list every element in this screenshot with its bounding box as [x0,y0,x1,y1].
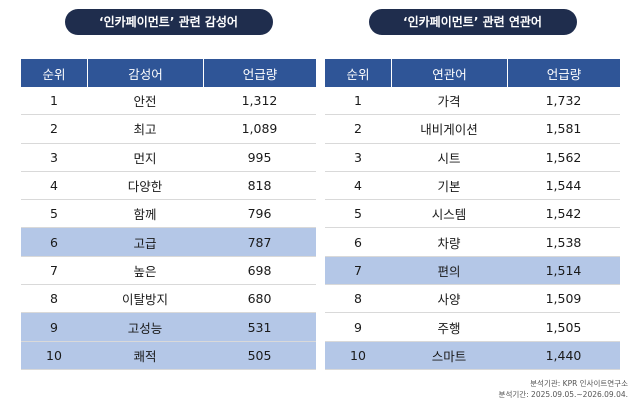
count-cell: 1,514 [507,256,620,286]
word-cell: 시스템 [391,200,507,229]
word-cell: 다양한 [87,172,203,201]
header-word: 감성어 [87,59,203,87]
source-agency: 분석기관: KPR 인사이트연구소 [530,379,628,388]
count-cell: 1,089 [203,115,316,144]
word-cell: 쾌적 [87,341,203,370]
header-word: 연관어 [391,59,507,87]
sentiment-panel: ‘인카페이먼트’ 관련 감성어 순위 감성어 언급량 1 안전 1,312 2 최고 1,… [21,9,316,370]
word-cell: 고성능 [87,313,203,342]
rank-cell: 2 [21,115,87,144]
count-cell: 995 [203,144,316,172]
table-row: 2 최고 1,089 [21,115,316,144]
count-cell: 1,562 [507,144,620,172]
table-row: 3 먼지 995 [21,144,316,172]
count-cell: 698 [203,257,316,286]
rank-cell: 6 [325,228,391,257]
count-cell: 796 [203,200,316,229]
table-row: 4 기본 1,544 [325,172,620,201]
table-row: 5 함께 796 [21,200,316,229]
header-count: 언급량 [203,59,316,87]
rank-cell: 5 [21,200,87,229]
table-row: 10 스마트 1,440 [325,341,620,370]
table-row: 1 안전 1,312 [21,87,316,116]
word-cell: 높은 [87,257,203,286]
count-cell: 1,544 [507,172,620,201]
table-row: 1 가격 1,732 [325,87,620,116]
count-cell: 1,509 [507,285,620,314]
header-rank: 순위 [21,59,87,87]
table-row: 10 쾌적 505 [21,341,316,370]
word-cell: 최고 [87,115,203,144]
rank-cell: 10 [21,341,87,370]
sentiment-title: ‘인카페이먼트’ 관련 감성어 [64,9,273,35]
table-row: 8 사양 1,509 [325,285,620,314]
word-cell: 기본 [391,172,507,201]
rank-cell: 4 [325,172,391,201]
table-row: 6 차량 1,538 [325,228,620,257]
sentiment-table-body: 1 안전 1,312 2 최고 1,089 3 먼지 995 4 다양한 818 5 함께 796 6 고급 78… [21,87,316,370]
count-cell: 680 [203,285,316,314]
count-cell: 1,440 [507,341,620,370]
analysis-period: 분석기간: 2025.09.05.~2026.09.04. [498,390,628,399]
word-cell: 먼지 [87,144,203,172]
rank-cell: 7 [21,257,87,286]
count-cell: 1,732 [507,87,620,116]
count-cell: 531 [203,313,316,342]
word-cell: 함께 [87,200,203,229]
rank-cell: 1 [325,87,391,116]
table-row: 9 고성능 531 [21,313,316,342]
table-row: 6 고급 787 [21,228,316,257]
header-count: 언급량 [507,59,620,87]
count-cell: 1,581 [507,115,620,144]
count-cell: 1,538 [507,228,620,257]
table-row: 7 편의 1,514 [325,256,620,286]
rank-cell: 3 [21,144,87,172]
related-panel: ‘인카페이먼트’ 관련 연관어 순위 연관어 언급량 1 가격 1,732 2 내비게이… [325,9,620,370]
word-cell: 가격 [391,87,507,116]
word-cell: 안전 [87,87,203,116]
sentiment-table: 순위 감성어 언급량 1 안전 1,312 2 최고 1,089 3 먼지 995 4 다양한 818… [21,59,316,370]
count-cell: 1,542 [507,200,620,229]
word-cell: 스마트 [391,341,507,370]
related-table: 순위 연관어 언급량 1 가격 1,732 2 내비게이션 1,581 3 시트 1,562 4 기… [325,59,620,370]
rank-cell: 10 [325,341,391,370]
word-cell: 사양 [391,285,507,314]
rank-cell: 2 [325,115,391,144]
rank-cell: 8 [21,285,87,314]
rank-cell: 6 [21,228,87,257]
table-row: 3 시트 1,562 [325,144,620,172]
table-row: 8 이탈방지 680 [21,285,316,314]
rank-cell: 7 [325,256,391,286]
word-cell: 차량 [391,228,507,257]
rank-cell: 4 [21,172,87,201]
count-cell: 787 [203,228,316,257]
table-row: 2 내비게이션 1,581 [325,115,620,144]
rank-cell: 9 [21,313,87,342]
count-cell: 1,312 [203,87,316,116]
rank-cell: 1 [21,87,87,116]
table-row: 5 시스템 1,542 [325,200,620,229]
source-note: 분석기관: KPR 인사이트연구소 분석기간: 2025.09.05.~2026… [499,378,628,400]
table-header-row: 순위 연관어 언급량 [325,59,620,87]
word-cell: 고급 [87,228,203,257]
rank-cell: 5 [325,200,391,229]
table-row: 7 높은 698 [21,257,316,286]
word-cell: 이탈방지 [87,285,203,314]
word-cell: 주행 [391,313,507,342]
word-cell: 내비게이션 [391,115,507,144]
table-header-row: 순위 감성어 언급량 [21,59,316,87]
related-table-body: 1 가격 1,732 2 내비게이션 1,581 3 시트 1,562 4 기본 1,544 5 시스템 1… [325,87,620,370]
header-rank: 순위 [325,59,391,87]
word-cell: 시트 [391,144,507,172]
rank-cell: 9 [325,313,391,342]
table-row: 9 주행 1,505 [325,313,620,342]
rank-cell: 8 [325,285,391,314]
word-cell: 편의 [391,256,507,286]
table-row: 4 다양한 818 [21,172,316,201]
rank-cell: 3 [325,144,391,172]
related-title: ‘인카페이먼트’ 관련 연관어 [368,9,577,35]
count-cell: 1,505 [507,313,620,342]
count-cell: 818 [203,172,316,201]
count-cell: 505 [203,341,316,370]
